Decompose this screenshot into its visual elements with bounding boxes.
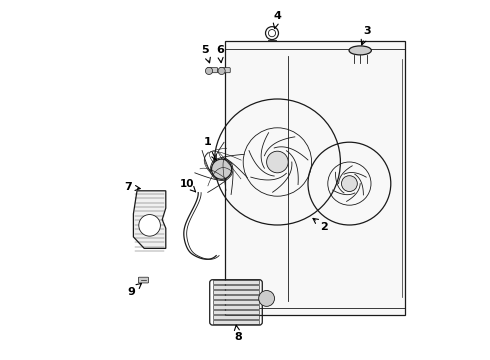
FancyBboxPatch shape <box>207 68 218 73</box>
Circle shape <box>205 67 213 75</box>
FancyBboxPatch shape <box>139 277 148 283</box>
Text: 1: 1 <box>203 137 216 160</box>
Polygon shape <box>133 191 166 248</box>
Circle shape <box>267 151 288 173</box>
Circle shape <box>212 159 232 179</box>
Text: 5: 5 <box>201 45 210 63</box>
Bar <box>213 290 259 294</box>
Text: 2: 2 <box>313 219 328 232</box>
Bar <box>225 41 405 315</box>
Bar <box>213 280 259 284</box>
Circle shape <box>259 291 274 306</box>
Text: 7: 7 <box>124 182 140 192</box>
Bar <box>213 310 259 314</box>
Text: 6: 6 <box>216 45 224 63</box>
Bar <box>213 320 259 324</box>
Bar <box>213 285 259 289</box>
Circle shape <box>218 67 225 75</box>
FancyBboxPatch shape <box>220 68 230 73</box>
Text: 10: 10 <box>180 179 196 192</box>
Circle shape <box>342 176 357 192</box>
Text: 8: 8 <box>234 325 242 342</box>
Ellipse shape <box>349 46 371 55</box>
Bar <box>213 295 259 299</box>
Text: 4: 4 <box>273 11 281 28</box>
Text: 3: 3 <box>361 26 371 45</box>
Circle shape <box>139 215 160 236</box>
Text: 9: 9 <box>128 283 142 297</box>
Bar <box>213 305 259 309</box>
Bar <box>213 300 259 304</box>
Bar <box>213 315 259 319</box>
